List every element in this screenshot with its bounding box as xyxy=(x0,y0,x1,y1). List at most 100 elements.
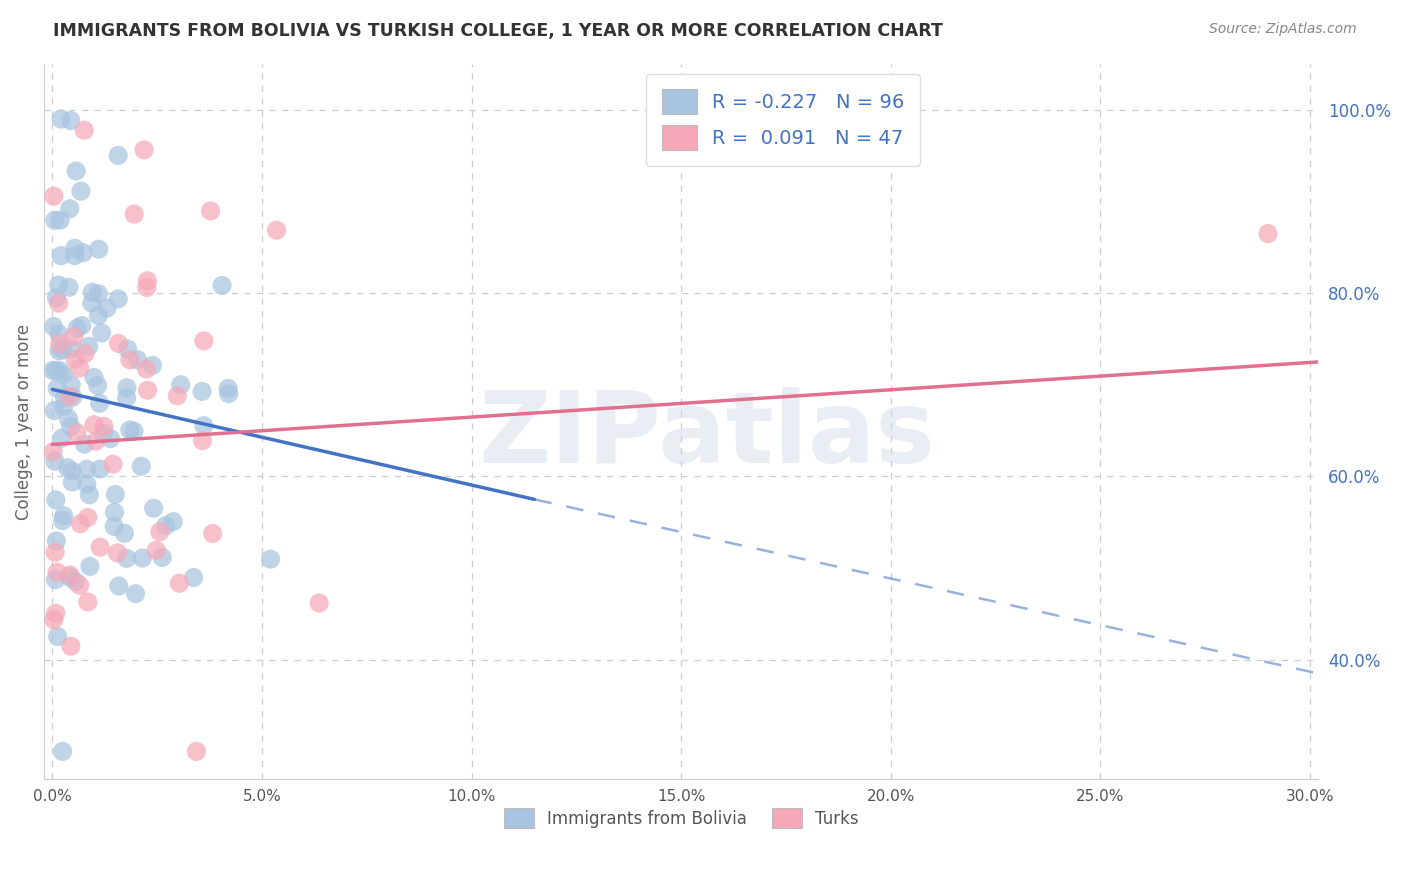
Point xyxy=(62,390,84,404)
Point xyxy=(46,630,69,644)
Point xyxy=(52,343,75,357)
Point xyxy=(76,510,98,524)
Point xyxy=(69,361,91,376)
Point xyxy=(129,459,152,474)
Point xyxy=(48,296,70,310)
Point xyxy=(115,551,138,566)
Point xyxy=(150,550,173,565)
Point xyxy=(218,386,240,401)
Point xyxy=(42,319,65,334)
Point xyxy=(142,501,165,516)
Point xyxy=(58,280,80,294)
Point xyxy=(118,352,141,367)
Point xyxy=(136,384,159,398)
Point xyxy=(73,123,96,137)
Point xyxy=(45,534,67,549)
Point xyxy=(259,552,281,566)
Point xyxy=(134,143,156,157)
Point xyxy=(44,454,66,468)
Point xyxy=(266,223,288,237)
Point xyxy=(145,543,167,558)
Point xyxy=(52,368,75,382)
Point xyxy=(46,566,69,580)
Point xyxy=(59,568,82,582)
Point xyxy=(45,291,67,305)
Point xyxy=(59,113,82,128)
Point xyxy=(45,363,67,377)
Point xyxy=(65,164,87,178)
Point xyxy=(122,424,145,438)
Point xyxy=(52,400,75,414)
Point xyxy=(62,329,84,343)
Point xyxy=(87,242,110,256)
Point xyxy=(107,148,129,162)
Point xyxy=(73,346,96,360)
Point xyxy=(49,364,72,378)
Point xyxy=(59,570,82,584)
Point xyxy=(193,418,215,433)
Point xyxy=(201,526,224,541)
Point xyxy=(44,213,66,227)
Point xyxy=(60,464,83,478)
Point xyxy=(66,425,89,440)
Point xyxy=(86,378,108,392)
Point xyxy=(45,493,67,508)
Point xyxy=(42,613,65,627)
Point xyxy=(193,334,215,348)
Point xyxy=(48,336,70,351)
Point xyxy=(72,245,94,260)
Point xyxy=(191,434,214,448)
Point xyxy=(48,326,70,341)
Point xyxy=(53,391,76,405)
Point xyxy=(115,381,138,395)
Point xyxy=(66,321,89,335)
Point xyxy=(155,518,177,533)
Point xyxy=(141,359,163,373)
Point xyxy=(44,545,66,559)
Point xyxy=(52,744,75,758)
Point xyxy=(83,417,105,432)
Point xyxy=(46,381,69,395)
Point xyxy=(162,515,184,529)
Text: IMMIGRANTS FROM BOLIVIA VS TURKISH COLLEGE, 1 YEAR OR MORE CORRELATION CHART: IMMIGRANTS FROM BOLIVIA VS TURKISH COLLE… xyxy=(53,22,943,40)
Point xyxy=(84,434,107,449)
Point xyxy=(76,477,98,491)
Point xyxy=(103,519,125,533)
Point xyxy=(51,431,73,445)
Point xyxy=(44,573,66,587)
Point xyxy=(169,576,191,591)
Point xyxy=(59,639,82,653)
Point xyxy=(48,278,70,293)
Text: Source: ZipAtlas.com: Source: ZipAtlas.com xyxy=(1209,22,1357,37)
Text: ZIPatlas: ZIPatlas xyxy=(478,387,935,484)
Point xyxy=(44,403,66,417)
Point xyxy=(136,274,159,288)
Point xyxy=(131,551,153,566)
Point xyxy=(1257,227,1279,241)
Point xyxy=(60,475,83,489)
Point xyxy=(103,505,125,519)
Point xyxy=(217,382,239,396)
Point xyxy=(58,411,80,425)
Point xyxy=(117,342,139,356)
Point xyxy=(59,419,82,434)
Point xyxy=(170,377,193,392)
Point xyxy=(122,207,145,221)
Point xyxy=(101,457,124,471)
Point xyxy=(70,318,93,333)
Point xyxy=(90,326,112,340)
Point xyxy=(114,526,136,541)
Point xyxy=(63,249,86,263)
Legend: Immigrants from Bolivia, Turks: Immigrants from Bolivia, Turks xyxy=(496,801,866,835)
Point xyxy=(211,278,233,293)
Point xyxy=(107,292,129,306)
Point xyxy=(127,352,149,367)
Point xyxy=(105,546,128,560)
Point xyxy=(107,579,129,593)
Point xyxy=(83,370,105,384)
Point xyxy=(42,189,65,203)
Point xyxy=(49,213,72,227)
Point xyxy=(49,249,72,263)
Point xyxy=(56,460,79,475)
Point xyxy=(96,301,118,315)
